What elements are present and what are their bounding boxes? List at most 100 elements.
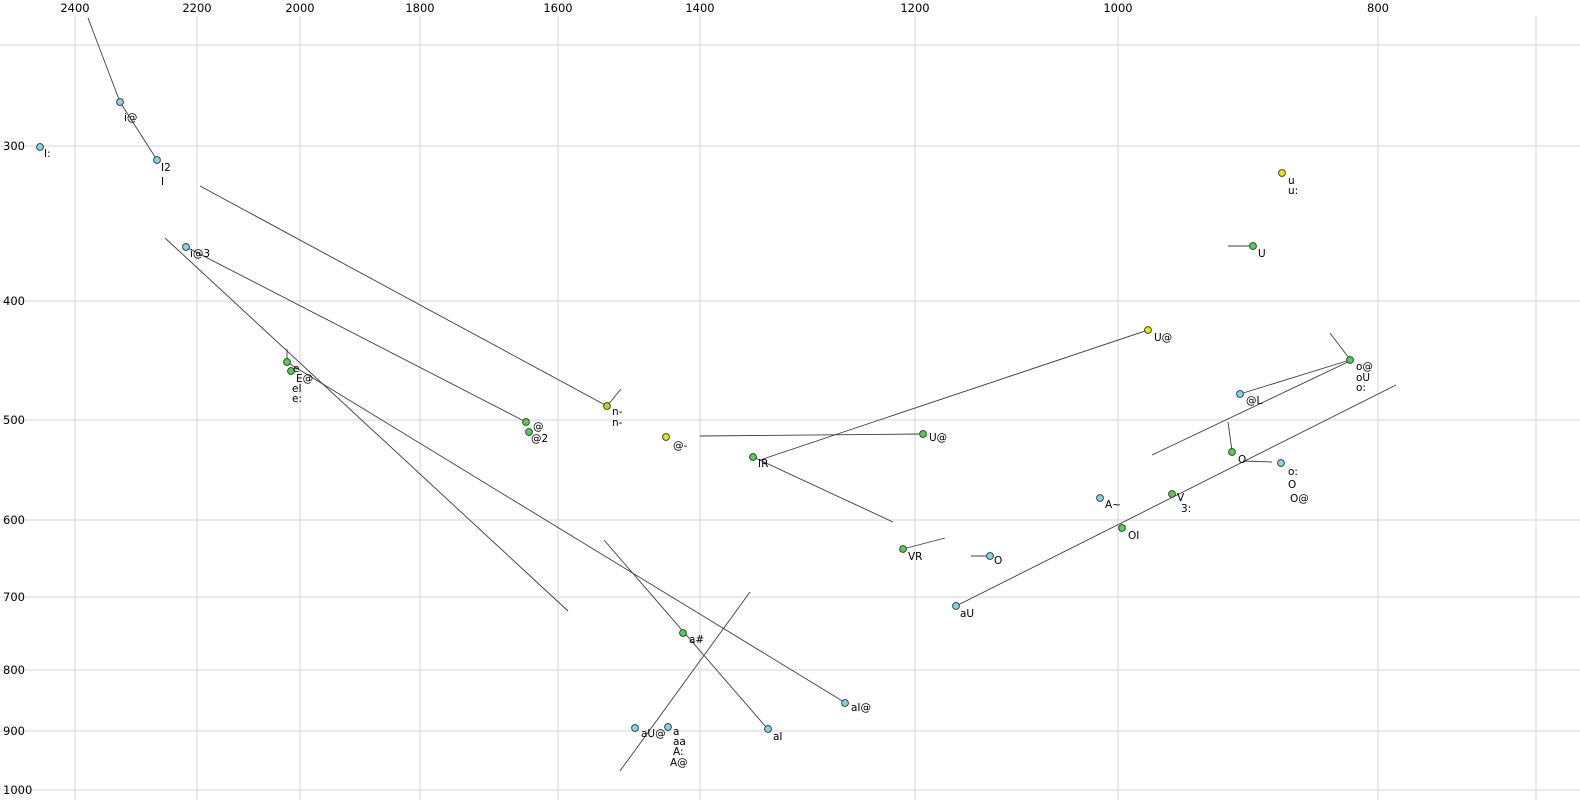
point-label: @L bbox=[1246, 395, 1263, 407]
trajectory-line bbox=[759, 329, 1149, 461]
y-tick-label: 400 bbox=[3, 294, 25, 308]
point-label: n- bbox=[612, 417, 623, 429]
y-tick-label: 800 bbox=[3, 663, 25, 677]
data-point-e bbox=[283, 358, 291, 366]
point-label: U bbox=[1258, 248, 1266, 260]
x-tick-label: 1400 bbox=[685, 1, 714, 15]
data-point-I2 bbox=[153, 156, 161, 164]
point-label: IR bbox=[758, 458, 768, 470]
point-label: u: bbox=[1288, 185, 1298, 197]
point-label: E@ bbox=[296, 373, 313, 385]
trajectory-line bbox=[752, 456, 894, 523]
data-points bbox=[36, 98, 1354, 733]
trajectory-line bbox=[1242, 460, 1273, 463]
point-label: o: bbox=[1356, 382, 1366, 394]
point-label: o: bbox=[1288, 466, 1298, 478]
point-label: U@ bbox=[1154, 332, 1172, 344]
point-label: u bbox=[1288, 175, 1295, 187]
y-tick-label: 700 bbox=[3, 590, 25, 604]
trajectory-line bbox=[119, 101, 158, 161]
point-label: O@ bbox=[1290, 493, 1309, 505]
trajectory-line bbox=[619, 591, 751, 772]
y-tick-label: 900 bbox=[3, 724, 25, 738]
data-point-o: bbox=[1277, 459, 1285, 467]
data-point-@L bbox=[1236, 390, 1244, 398]
x-tick-label: 1800 bbox=[405, 1, 434, 15]
data-point-A~ bbox=[1096, 494, 1104, 502]
x-tick-label: 2000 bbox=[285, 1, 314, 15]
point-label: n- bbox=[612, 406, 623, 418]
point-label: e bbox=[293, 363, 299, 375]
trajectory-line bbox=[164, 237, 569, 612]
data-point-OI bbox=[1118, 524, 1126, 532]
data-point-aI@ bbox=[841, 699, 849, 707]
point-label: o@ bbox=[1356, 361, 1373, 373]
data-point-i@ bbox=[116, 98, 124, 106]
point-label: I2 bbox=[161, 162, 171, 174]
point-label: U@ bbox=[929, 432, 947, 444]
x-tick-label: 1000 bbox=[1103, 1, 1132, 15]
data-point-aU@ bbox=[631, 724, 639, 732]
trajectory-line bbox=[1239, 359, 1351, 395]
x-tick-label: 1200 bbox=[900, 1, 929, 15]
data-point-@- bbox=[662, 433, 670, 441]
data-point-I: bbox=[36, 143, 44, 151]
point-label: a bbox=[673, 726, 679, 738]
point-label: @- bbox=[673, 440, 688, 452]
trajectory-lines bbox=[87, 17, 1397, 772]
point-label: a# bbox=[689, 634, 704, 646]
point-label: oU bbox=[1356, 372, 1370, 384]
trajectory-line bbox=[199, 185, 608, 407]
data-point-U@ bbox=[919, 430, 927, 438]
x-tick-label: 800 bbox=[1367, 1, 1389, 15]
point-label: aI@ bbox=[851, 702, 871, 714]
point-label: aa bbox=[673, 736, 686, 748]
data-point-O bbox=[986, 552, 994, 560]
trajectory-line bbox=[185, 246, 527, 423]
point-label: @ bbox=[533, 421, 544, 433]
data-point-a bbox=[664, 723, 672, 731]
gridlines bbox=[0, 16, 1580, 800]
trajectory-line bbox=[699, 433, 920, 437]
point-label: i@ bbox=[124, 112, 137, 124]
point-label: e: bbox=[292, 393, 302, 405]
data-point-U bbox=[1249, 242, 1257, 250]
point-label: O bbox=[994, 555, 1002, 567]
point-label: A@ bbox=[670, 757, 688, 769]
point-label: V bbox=[1177, 492, 1185, 504]
trajectory-line bbox=[902, 537, 946, 550]
point-label: eI bbox=[292, 383, 302, 395]
x-tick-label: 1600 bbox=[543, 1, 572, 15]
point-label: O bbox=[1288, 479, 1296, 491]
trajectory-line bbox=[955, 384, 1397, 607]
trajectory-line bbox=[1151, 360, 1351, 456]
point-label: A: bbox=[673, 746, 684, 758]
data-point-U@ bbox=[1144, 326, 1152, 334]
point-label: O bbox=[1238, 454, 1246, 466]
y-tick-label: 300 bbox=[3, 139, 25, 153]
axis-labels: 2400 2200 2000 1800 1600 1400 1200 1000 800 300 40… bbox=[3, 1, 1389, 797]
point-label: 3: bbox=[1181, 503, 1191, 515]
trajectory-line bbox=[87, 17, 121, 103]
trajectory-line bbox=[289, 363, 845, 703]
data-point-O bbox=[1228, 448, 1236, 456]
point-label: A~ bbox=[1105, 499, 1121, 511]
data-point-aI bbox=[764, 725, 772, 733]
x-tick-label: 2400 bbox=[60, 1, 89, 15]
point-labels: i@ I: I2 Ii@3 eE@eIe: @@2 n-n- @- IR U@ U@ uu: Uo@oU… bbox=[44, 112, 1373, 769]
y-tick-label: 1000 bbox=[3, 783, 32, 797]
data-point-o@ bbox=[1346, 356, 1354, 364]
point-label: aI bbox=[773, 731, 783, 743]
point-label: VR bbox=[908, 551, 922, 563]
trajectory-line bbox=[1227, 421, 1233, 452]
y-tick-label: 600 bbox=[3, 513, 25, 527]
data-point-@2 bbox=[525, 428, 533, 436]
data-point-n- bbox=[603, 402, 611, 410]
data-point-IR bbox=[749, 453, 757, 461]
data-point-@ bbox=[522, 418, 530, 426]
data-point-a# bbox=[679, 629, 687, 637]
y-tick-label: 500 bbox=[3, 413, 25, 427]
point-label: aU@ bbox=[641, 728, 666, 740]
